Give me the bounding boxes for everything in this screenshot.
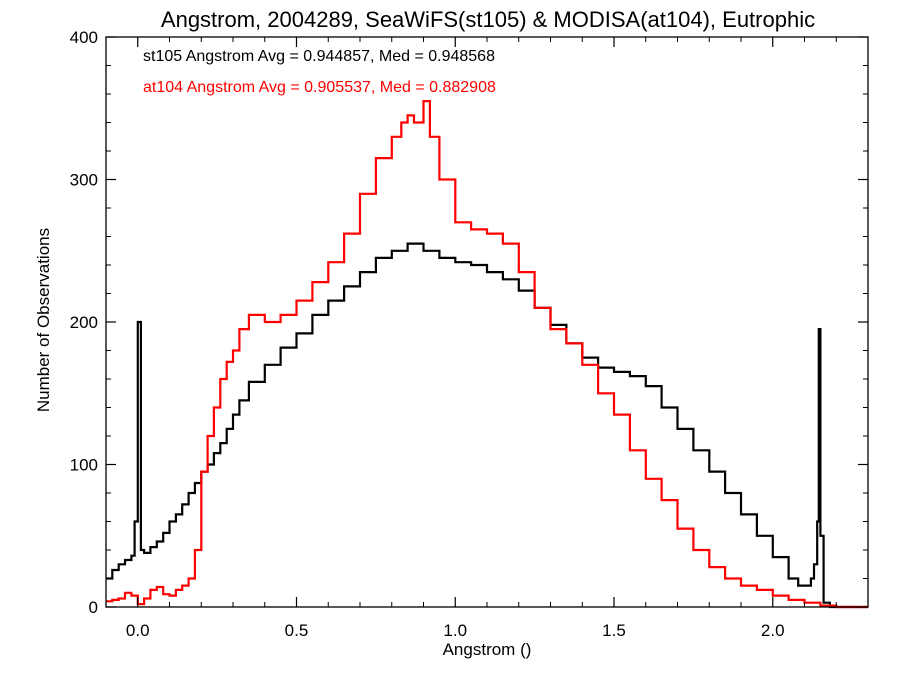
- x-tick-label: 2.0: [761, 621, 785, 640]
- series-1-line: [106, 100, 868, 609]
- x-tick-label: 1.5: [602, 621, 626, 640]
- y-tick-label: 200: [70, 313, 98, 332]
- y-tick-label: 300: [70, 171, 98, 190]
- x-tick-label: 0.0: [126, 621, 150, 640]
- annotation-st105: st105 Angstrom Avg = 0.944857, Med = 0.9…: [143, 48, 495, 65]
- annotation-at104: at104 Angstrom Avg = 0.905537, Med = 0.8…: [143, 79, 496, 96]
- x-tick-label: 0.5: [285, 621, 309, 640]
- plot-frame: [105, 36, 869, 608]
- series-layer: [106, 100, 868, 609]
- x-tick-label: 1.0: [443, 621, 467, 640]
- ticks-layer: 0.0 0.5 1.0 1.5 2.0 0 100 200 300 400: [70, 28, 869, 640]
- y-tick-label: 100: [70, 456, 98, 475]
- y-tick-label: 400: [70, 28, 98, 47]
- y-axis-label: Number of Observations: [34, 228, 53, 412]
- chart-title: Angstrom, 2004289, SeaWiFS(st105) & MODI…: [161, 7, 815, 32]
- series-0-line: [106, 242, 868, 609]
- y-tick-label: 0: [89, 598, 98, 617]
- x-axis-label: Angstrom (): [443, 640, 532, 659]
